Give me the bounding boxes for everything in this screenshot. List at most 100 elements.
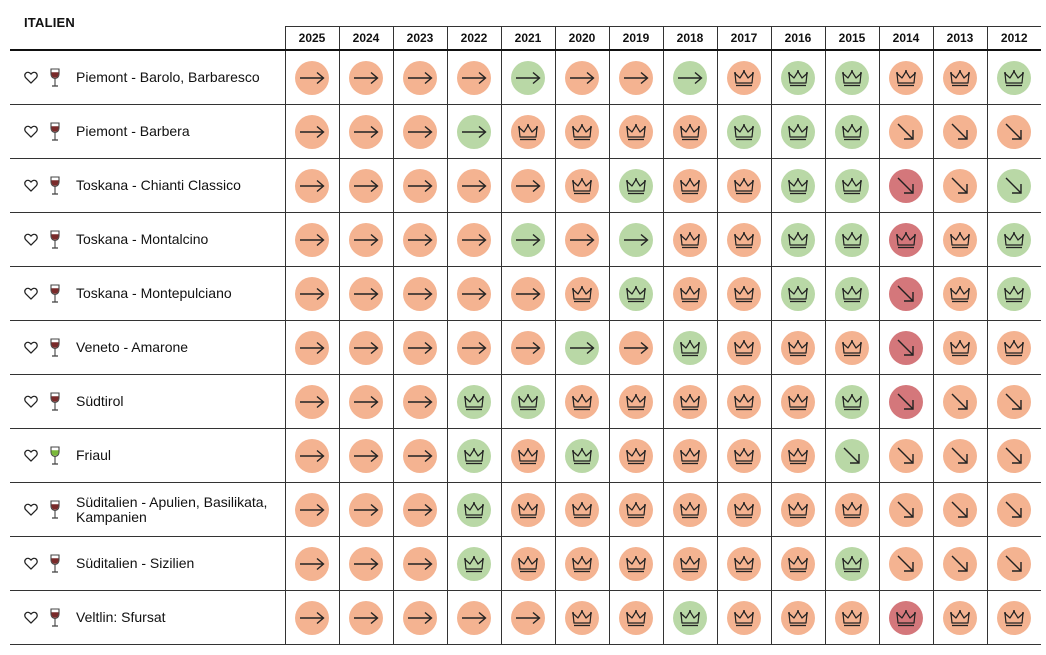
rating-green-arrow-right-icon[interactable] [619,222,653,257]
rating-orange-crown-icon[interactable] [727,222,761,257]
rating-orange-arrow-right-icon[interactable] [457,330,491,365]
rating-green-crown-icon[interactable] [457,546,491,581]
rating-green-crown-icon[interactable] [781,114,815,149]
rating-orange-arrow-right-icon[interactable] [403,546,437,581]
rating-orange-crown-icon[interactable] [673,168,707,203]
rating-orange-arrow-down-right-icon[interactable] [889,114,923,149]
rating-orange-arrow-down-right-icon[interactable] [997,546,1032,581]
heart-icon[interactable] [24,341,38,355]
rating-orange-crown-icon[interactable] [727,60,761,95]
rating-orange-arrow-right-icon[interactable] [457,600,491,635]
rating-green-crown-icon[interactable] [781,276,815,311]
rating-orange-crown-icon[interactable] [727,384,761,419]
rating-orange-arrow-down-right-icon[interactable] [889,546,923,581]
rating-green-crown-icon[interactable] [727,114,761,149]
rating-orange-crown-icon[interactable] [565,384,599,419]
rating-green-crown-icon[interactable] [835,222,869,257]
rating-orange-arrow-right-icon[interactable] [349,492,383,527]
rating-green-crown-icon[interactable] [835,546,869,581]
rating-orange-arrow-down-right-icon[interactable] [943,114,977,149]
rating-green-crown-icon[interactable] [997,60,1032,95]
rating-orange-arrow-right-icon[interactable] [511,600,545,635]
heart-icon[interactable] [24,557,38,571]
heart-icon[interactable] [24,611,38,625]
rating-green-arrow-right-icon[interactable] [565,330,599,365]
rating-orange-crown-icon[interactable] [943,222,977,257]
rating-orange-arrow-right-icon[interactable] [295,114,329,149]
rating-orange-arrow-down-right-icon[interactable] [997,384,1032,419]
rating-orange-crown-icon[interactable] [565,492,599,527]
rating-orange-arrow-right-icon[interactable] [295,276,329,311]
rating-green-crown-icon[interactable] [835,114,869,149]
rating-green-arrow-down-right-icon[interactable] [835,438,869,473]
rating-orange-arrow-down-right-icon[interactable] [997,114,1032,149]
rating-orange-arrow-down-right-icon[interactable] [943,546,977,581]
rating-orange-arrow-right-icon[interactable] [403,600,437,635]
rating-orange-arrow-down-right-icon[interactable] [889,438,923,473]
rating-red-crown-icon[interactable] [889,222,923,257]
rating-orange-arrow-down-right-icon[interactable] [997,438,1032,473]
rating-orange-crown-icon[interactable] [673,438,707,473]
rating-orange-arrow-right-icon[interactable] [511,330,545,365]
rating-orange-arrow-right-icon[interactable] [295,546,329,581]
rating-orange-crown-icon[interactable] [619,546,653,581]
rating-orange-crown-icon[interactable] [565,276,599,311]
heart-icon[interactable] [24,233,38,247]
rating-green-arrow-right-icon[interactable] [457,114,491,149]
rating-orange-arrow-right-icon[interactable] [403,276,437,311]
rating-orange-arrow-right-icon[interactable] [619,330,653,365]
rating-orange-arrow-right-icon[interactable] [349,600,383,635]
rating-orange-crown-icon[interactable] [943,60,977,95]
rating-orange-crown-icon[interactable] [727,600,761,635]
rating-orange-crown-icon[interactable] [943,600,977,635]
heart-icon[interactable] [24,179,38,193]
rating-orange-crown-icon[interactable] [619,492,653,527]
rating-orange-arrow-right-icon[interactable] [457,168,491,203]
rating-green-crown-icon[interactable] [781,168,815,203]
rating-orange-arrow-right-icon[interactable] [403,438,437,473]
rating-orange-crown-icon[interactable] [673,384,707,419]
rating-red-arrow-down-right-icon[interactable] [889,276,923,311]
rating-orange-arrow-right-icon[interactable] [295,492,329,527]
rating-orange-arrow-right-icon[interactable] [295,438,329,473]
rating-green-crown-icon[interactable] [619,276,653,311]
heart-icon[interactable] [24,125,38,139]
rating-orange-crown-icon[interactable] [565,600,599,635]
rating-orange-arrow-right-icon[interactable] [403,114,437,149]
rating-green-crown-icon[interactable] [457,384,491,419]
rating-orange-arrow-down-right-icon[interactable] [943,384,977,419]
rating-orange-arrow-right-icon[interactable] [403,168,437,203]
rating-orange-crown-icon[interactable] [889,60,923,95]
rating-orange-crown-icon[interactable] [943,276,977,311]
rating-orange-crown-icon[interactable] [835,330,869,365]
rating-orange-arrow-right-icon[interactable] [349,546,383,581]
rating-orange-crown-icon[interactable] [673,492,707,527]
heart-icon[interactable] [24,287,38,301]
rating-orange-arrow-right-icon[interactable] [565,60,599,95]
rating-orange-arrow-right-icon[interactable] [349,114,383,149]
heart-icon[interactable] [24,395,38,409]
rating-orange-crown-icon[interactable] [727,168,761,203]
rating-green-arrow-right-icon[interactable] [673,60,707,95]
rating-orange-crown-icon[interactable] [727,438,761,473]
rating-green-crown-icon[interactable] [673,330,707,365]
rating-orange-crown-icon[interactable] [511,492,545,527]
rating-orange-crown-icon[interactable] [997,330,1032,365]
rating-green-crown-icon[interactable] [457,492,491,527]
heart-icon[interactable] [24,449,38,463]
rating-orange-arrow-right-icon[interactable] [565,222,599,257]
rating-orange-arrow-right-icon[interactable] [403,384,437,419]
rating-orange-crown-icon[interactable] [565,114,599,149]
rating-orange-crown-icon[interactable] [619,600,653,635]
rating-orange-crown-icon[interactable] [673,114,707,149]
rating-orange-crown-icon[interactable] [565,168,599,203]
rating-orange-crown-icon[interactable] [781,438,815,473]
rating-orange-arrow-right-icon[interactable] [511,168,545,203]
rating-orange-arrow-right-icon[interactable] [295,168,329,203]
rating-orange-arrow-right-icon[interactable] [349,330,383,365]
rating-orange-arrow-right-icon[interactable] [457,222,491,257]
rating-orange-arrow-right-icon[interactable] [349,384,383,419]
rating-green-crown-icon[interactable] [835,60,869,95]
rating-orange-arrow-down-right-icon[interactable] [943,492,977,527]
rating-orange-crown-icon[interactable] [565,546,599,581]
